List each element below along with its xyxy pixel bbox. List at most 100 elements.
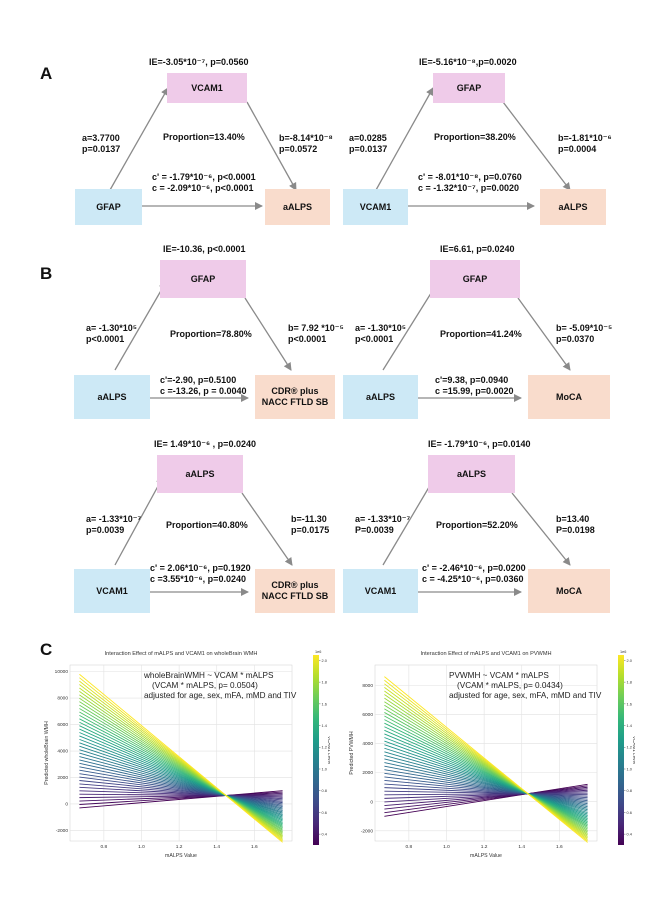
- x-tick-label: 0.8: [406, 844, 413, 850]
- colorbar-tick-label: 1.4: [627, 723, 633, 728]
- interaction-line: [384, 772, 588, 803]
- model-annotation: (VCAM * mALPS, p= 0.0434): [457, 681, 563, 690]
- colorbar-tick-label: 0.6: [322, 810, 327, 815]
- interaction-line: [384, 769, 588, 805]
- interaction-line: [79, 735, 283, 819]
- interaction-line: [384, 751, 588, 812]
- interaction-line: [79, 790, 283, 798]
- path-b-coefficient: b=-1.81*10⁻⁶: [558, 133, 612, 143]
- interaction-line: [384, 726, 588, 822]
- interaction-line: [384, 687, 588, 839]
- path-b-arrow: [246, 101, 297, 191]
- outcome-box: MoCA: [528, 569, 610, 613]
- x-axis-label: mALPS Value: [470, 853, 502, 859]
- interaction-line: [79, 776, 283, 804]
- path-b-pvalue: p=0.0370: [556, 334, 595, 344]
- interaction-line: [79, 708, 283, 830]
- x-tick-label: 1.6: [556, 844, 563, 850]
- outcome-box: aALPS: [540, 189, 606, 225]
- interaction-line: [79, 794, 283, 799]
- interaction-line: [384, 765, 588, 806]
- panel-label-a: A: [40, 64, 53, 83]
- interaction-line: [384, 708, 588, 830]
- interaction-line: [79, 762, 283, 809]
- x-tick-label: 1.0: [443, 844, 450, 850]
- colorbar-scale-label: 1e6: [315, 650, 321, 654]
- colorbar-tick-label: 1.6: [627, 701, 632, 706]
- interaction-line: [79, 780, 283, 802]
- mediator-box: GFAP: [430, 260, 520, 298]
- total-effect-label: c =15.99, p=0.0020: [435, 386, 514, 396]
- proportion-mediated: Proportion=40.80%: [166, 520, 248, 530]
- x-tick-label: 1.2: [176, 844, 183, 850]
- y-tick-label: 2000: [57, 775, 68, 781]
- indirect-effect-label: IE= 1.49*10⁻⁶ , p=0.0240: [154, 439, 256, 449]
- indirect-effect-label: IE=-5.16*10⁻⁸,p=0.0020: [419, 57, 517, 67]
- y-tick-label: 0: [370, 799, 373, 805]
- x-tick-label: 1.4: [518, 844, 525, 850]
- y-tick-label: 4000: [362, 741, 373, 747]
- path-a-arrow: [114, 476, 164, 566]
- proportion-mediated: Proportion=78.80%: [170, 329, 252, 339]
- colorbar-tick-label: 0.4: [627, 832, 633, 837]
- path-b-pvalue: p=0.0572: [279, 144, 318, 154]
- total-effect-label: c = -2.09*10⁻⁶, p<0.0001: [152, 183, 254, 193]
- path-a-coefficient: a= -1.30*10⁵: [86, 323, 138, 333]
- colorbar-tick-label: 0.8: [322, 788, 327, 793]
- exposure-box: aALPS: [74, 375, 150, 419]
- path-a-coefficient: a= -1.33*10⁻⁷: [355, 514, 411, 524]
- exposure-box: GFAP: [75, 189, 142, 225]
- interaction-line: [384, 740, 588, 817]
- path-a-pvalue: P=0.0039: [355, 525, 394, 535]
- indirect-effect-label: IE= -1.79*10⁻⁶, p=0.0140: [428, 439, 531, 449]
- path-a-coefficient: a=0.0285: [349, 133, 387, 143]
- interaction-line: [79, 738, 283, 818]
- colorbar-tick-label: 1.0: [627, 766, 633, 771]
- interaction-line: [79, 745, 283, 815]
- path-a-arrow: [114, 281, 167, 371]
- indirect-effect-label: IE=-3.05*10⁻⁷, p=0.0560: [149, 57, 249, 67]
- exposure-box: VCAM1: [343, 569, 418, 613]
- interaction-line: [384, 697, 588, 834]
- y-tick-label: 10000: [55, 669, 69, 675]
- path-b-coefficient: b=-8.14*10⁻⁸: [279, 133, 333, 143]
- colorbar-tick-label: 1.4: [322, 723, 328, 728]
- proportion-mediated: Proportion=13.40%: [163, 132, 245, 142]
- path-b-coefficient: b=13.40: [556, 514, 590, 524]
- interaction-line: [384, 780, 588, 800]
- colorbar-scale-label: 1e6: [620, 650, 626, 654]
- path-a-arrow: [382, 476, 436, 566]
- x-tick-label: 1.4: [213, 844, 220, 850]
- interaction-line: [384, 787, 588, 797]
- interaction-line: [384, 722, 588, 824]
- path-a-pvalue: p<0.0001: [86, 334, 125, 344]
- interaction-line: [79, 711, 283, 829]
- interaction-line: [79, 756, 283, 811]
- path-b-arrow: [517, 297, 571, 371]
- interaction-line: [79, 793, 283, 797]
- colorbar-tick-label: 0.4: [322, 832, 328, 837]
- y-tick-label: 2000: [362, 770, 373, 776]
- path-b-arrow: [511, 492, 571, 566]
- interaction-line: [384, 701, 588, 833]
- path-b-coefficient: b= -5.09*10⁻⁵: [556, 323, 613, 333]
- interaction-line: [79, 790, 283, 809]
- model-annotation: adjusted for age, sex, mFA, mMD and TIV: [449, 691, 602, 700]
- exposure-box: aALPS: [343, 375, 418, 419]
- colorbar-tick-label: 1.8: [322, 680, 327, 685]
- interaction-line: [384, 733, 588, 820]
- outcome-box: CDR® plus NACC FTLD SB: [255, 569, 335, 613]
- interaction-line: [79, 721, 283, 825]
- y-axis-label: Predicted PVWMH: [349, 731, 355, 774]
- mediator-box: GFAP: [160, 260, 246, 298]
- outcome-box: MoCA: [528, 375, 610, 419]
- interaction-line: [79, 769, 283, 806]
- path-a-pvalue: p=0.0039: [86, 525, 125, 535]
- x-tick-label: 1.2: [481, 844, 488, 850]
- interaction-line: [79, 752, 283, 813]
- interaction-line: [384, 747, 588, 814]
- interaction-line: [384, 786, 588, 810]
- path-b-coefficient: b=-11.30: [291, 514, 327, 524]
- interaction-line: [384, 712, 588, 828]
- y-tick-label: 8000: [362, 683, 373, 689]
